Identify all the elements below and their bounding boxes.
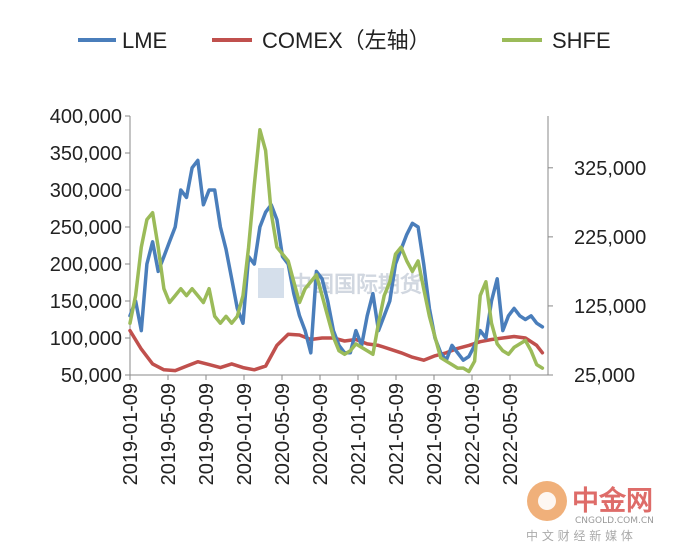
left-tick-label: 400,000 bbox=[50, 106, 122, 128]
legend: LME COMEX（左轴） SHFE bbox=[78, 28, 611, 53]
brand-name: 中金网 bbox=[572, 485, 653, 517]
comex-series-line bbox=[128, 328, 545, 373]
left-tick-label: 300,000 bbox=[50, 180, 122, 202]
brand-watermark: 中金网 CNGOLD.COM.CN 中 文 财 经 新 媒 体 bbox=[526, 481, 654, 543]
left-tick-label: 200,000 bbox=[50, 254, 122, 276]
legend-label-comex: COMEX（左轴） bbox=[262, 28, 431, 53]
left-tick-label: 100,000 bbox=[50, 328, 122, 350]
x-tick-label: 2021-01-09 bbox=[348, 383, 370, 485]
x-tick-label: 2022-05-09 bbox=[500, 383, 522, 485]
brand-tagline: 中 文 财 经 新 媒 体 bbox=[526, 528, 633, 543]
x-axis-ticks: 2019-01-09 2019-05-09 2019-09-09 2020-01-09… bbox=[120, 375, 522, 485]
left-tick-label: 150,000 bbox=[50, 291, 122, 313]
watermark-logo-box bbox=[258, 268, 284, 298]
x-tick-label: 2021-05-09 bbox=[386, 383, 408, 485]
brand-logo-inner-icon bbox=[538, 492, 556, 510]
right-tick-label: 25,000 bbox=[574, 365, 635, 387]
left-axis-ticks: 50,000 100,000 150,000 200,000 250,000 300,00… bbox=[50, 106, 130, 387]
center-watermark: 中国国际期货 bbox=[258, 268, 422, 298]
left-tick-label: 250,000 bbox=[50, 217, 122, 239]
x-tick-label: 2021-09-09 bbox=[424, 383, 446, 485]
right-tick-label: 125,000 bbox=[574, 296, 646, 318]
x-tick-label: 2020-01-09 bbox=[234, 383, 256, 485]
legend-label-lme: LME bbox=[122, 28, 167, 53]
brand-domain: CNGOLD.COM.CN bbox=[575, 516, 654, 526]
watermark-center-text: 中国国际期货 bbox=[290, 272, 422, 298]
legend-label-shfe: SHFE bbox=[552, 28, 611, 53]
series-layer bbox=[128, 128, 545, 374]
right-axis-ticks: 25,000 125,000 225,000 325,000 bbox=[548, 158, 646, 387]
x-tick-label: 2020-05-09 bbox=[272, 383, 294, 485]
lme-series-line bbox=[128, 158, 545, 362]
x-tick-label: 2019-01-09 bbox=[120, 383, 142, 485]
x-tick-label: 2020-09-09 bbox=[310, 383, 332, 485]
x-tick-label: 2022-01-09 bbox=[462, 383, 484, 485]
shfe-series-line bbox=[128, 128, 545, 374]
x-tick-label: 2019-05-09 bbox=[158, 383, 180, 485]
left-tick-label: 50,000 bbox=[61, 365, 122, 387]
right-tick-label: 325,000 bbox=[574, 158, 646, 180]
left-tick-label: 350,000 bbox=[50, 143, 122, 165]
x-tick-label: 2019-09-09 bbox=[196, 383, 218, 485]
right-tick-label: 225,000 bbox=[574, 227, 646, 249]
